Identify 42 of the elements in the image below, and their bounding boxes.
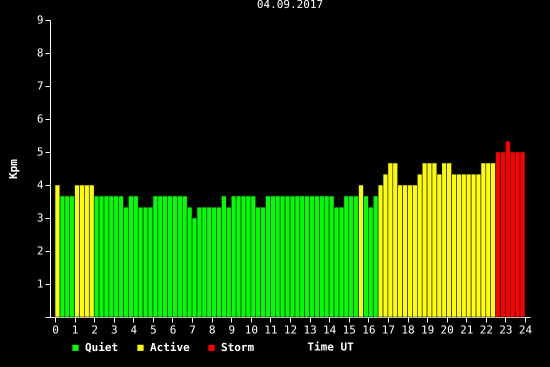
legend-label: Active [150, 340, 190, 354]
x-tick-label: 13 [303, 324, 317, 336]
y-tick-label: 9 [36, 14, 44, 26]
x-tick-label: 0 [52, 324, 59, 336]
bar [98, 196, 104, 318]
chart-title: 04.09.2017 [256, 0, 324, 11]
x-tick-label: 16 [362, 324, 376, 336]
x-tick-label: 24 [518, 324, 532, 336]
y-tick-label: 3 [36, 212, 44, 224]
x-tick-label: 17 [382, 324, 396, 336]
x-tick-label: 3 [110, 324, 118, 336]
x-tick-label: 15 [342, 324, 356, 336]
x-tick-label: 7 [189, 324, 196, 336]
x-tick-label: 4 [130, 324, 138, 336]
bar [54, 184, 60, 318]
x-tick-label: 14 [323, 324, 337, 336]
x-tick-label: 12 [284, 324, 298, 336]
y-tick-label: 4 [36, 178, 44, 192]
y-tick-label: 1 [36, 278, 44, 290]
x-tick-label: 19 [420, 324, 434, 336]
x-tick-label: 2 [91, 324, 98, 336]
x-tick-label: 20 [440, 324, 454, 336]
x-tick-label: 22 [480, 324, 493, 336]
x-tick-label: 1 [72, 324, 78, 336]
x-tick-label: 5 [150, 324, 157, 336]
y-tick-label: 6 [36, 112, 44, 126]
x-axis-title: Time UT [307, 340, 354, 354]
legend-label: Quiet [85, 340, 118, 354]
x-tick-label: 10 [244, 324, 258, 336]
legend-label: Storm [221, 340, 254, 354]
y-axis-title: Kpm [6, 158, 20, 179]
x-tick-label: 8 [208, 324, 216, 336]
x-tick-label: 23 [499, 324, 513, 336]
y-tick-label: 5 [36, 146, 44, 158]
x-tick-label: 18 [401, 324, 415, 336]
y-tick-label: 2 [36, 244, 44, 258]
x-tick-label: 6 [170, 324, 176, 336]
x-tick-label: 9 [228, 324, 236, 336]
x-tick-label: 21 [460, 324, 474, 336]
x-tick-label: 11 [264, 324, 278, 336]
y-tick-label: 8 [36, 46, 44, 60]
y-tick-label: 7 [36, 80, 44, 92]
